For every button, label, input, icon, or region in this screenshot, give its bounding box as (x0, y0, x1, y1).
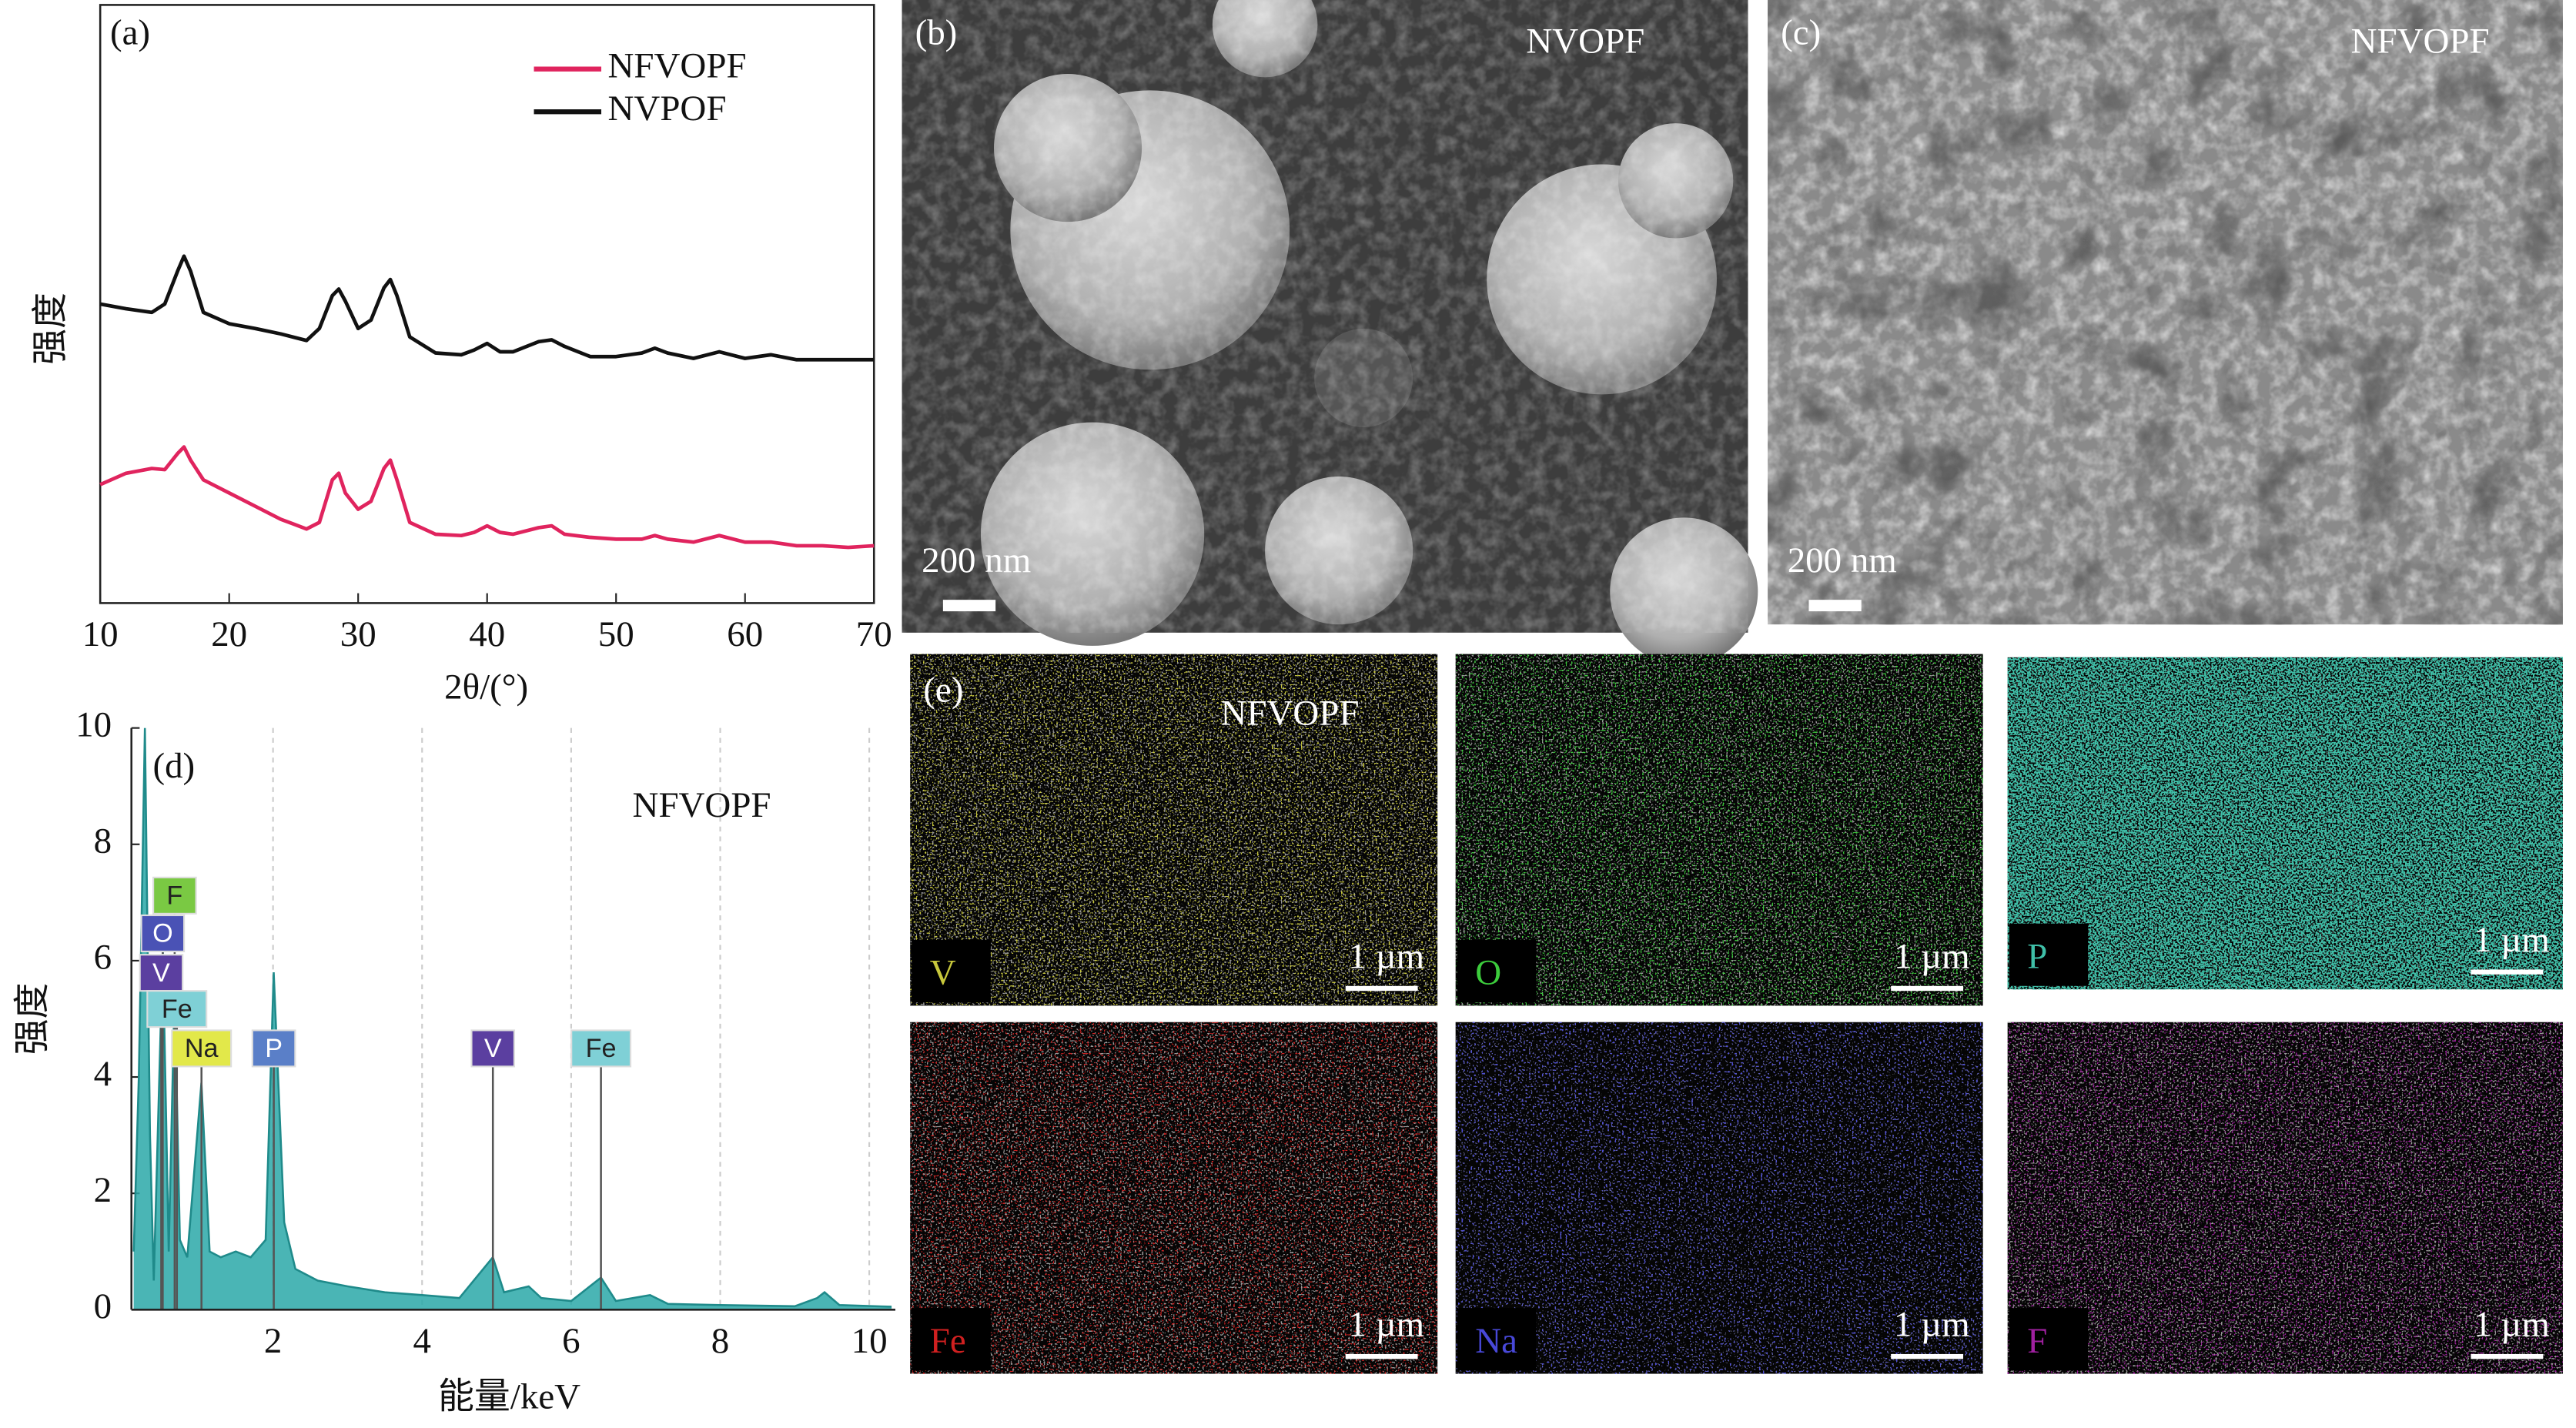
element-box (912, 1308, 991, 1371)
scale-bar (942, 600, 996, 612)
plot-frame (99, 4, 875, 604)
line-series (99, 445, 875, 550)
x-tick-label: 60 (727, 614, 763, 654)
x-axis-label: 能量/keV (438, 1376, 580, 1416)
scale-bar-label: 1 µm (1894, 1305, 1970, 1345)
x-tick-label: 30 (340, 614, 376, 654)
scale-bar-label: 1 µm (2474, 920, 2550, 960)
peak-label: Na (185, 1034, 219, 1063)
line-series (99, 254, 875, 362)
x-tick-label: 4 (413, 1321, 431, 1361)
map-dots (2007, 657, 2563, 990)
scale-bar (1891, 985, 1964, 992)
scale-bar-label: 1 µm (1348, 1305, 1424, 1345)
element-label: Na (1475, 1321, 1517, 1361)
legend-label: NVPOF (608, 89, 727, 129)
y-tick-label: 8 (94, 821, 112, 861)
peak-label: O (152, 919, 173, 948)
x-tick-label: 50 (598, 614, 634, 654)
element-label: P (2027, 936, 2047, 976)
peak-label-box (251, 1029, 296, 1068)
element-box (2009, 1308, 2089, 1371)
x-tick-label: 10 (82, 614, 119, 654)
scale-bar (1891, 1353, 1964, 1359)
map-dots (910, 1022, 1438, 1374)
peak-label-box (140, 914, 186, 953)
sem-texture (902, 0, 1748, 633)
element-box (1457, 1308, 1537, 1371)
element-box (2009, 923, 2089, 986)
y-tick-label: 2 (94, 1170, 112, 1210)
scale-bar (1808, 600, 1862, 612)
peak-label-box (171, 1029, 233, 1068)
scale-bar (2471, 1353, 2544, 1359)
element-label: Fe (930, 1321, 966, 1361)
peak-label: V (484, 1034, 502, 1063)
y-tick-label: 10 (75, 704, 112, 744)
peak-label-box (152, 876, 197, 915)
x-tick-label: 20 (211, 614, 247, 654)
map-dots (1455, 654, 1983, 1006)
x-tick-label: 8 (711, 1321, 729, 1361)
x-tick-label: 10 (851, 1321, 888, 1361)
scale-bar-label: 200 nm (922, 540, 1031, 580)
panel-label: (d) (152, 746, 195, 786)
area-line (132, 727, 892, 1308)
peak-label-box (570, 1029, 632, 1068)
panel-label: (b) (915, 13, 958, 53)
x-tick-label: 6 (562, 1321, 580, 1361)
sem-c (1768, 0, 2563, 625)
panel-label: (a) (110, 13, 150, 53)
element-label: F (2027, 1321, 2047, 1361)
scale-bar-label: 200 nm (1788, 540, 1897, 580)
y-axis-label: 强度 (31, 293, 71, 365)
peak-label: F (166, 881, 182, 911)
sample-label: NVOPF (1526, 21, 1644, 61)
legend-label: NFVOPF (608, 45, 747, 85)
map-dots (910, 654, 1438, 1006)
peak-label: Fe (586, 1034, 617, 1063)
sample-label: NFVOPF (1221, 693, 1360, 733)
x-axis-label: 2θ/(°) (444, 667, 528, 707)
scale-bar-label: 1 µm (1348, 936, 1424, 976)
peak-label: P (265, 1034, 283, 1063)
x-tick-label: 2 (264, 1321, 282, 1361)
peak-label: V (152, 958, 170, 988)
panel-label: (c) (1781, 13, 1821, 53)
y-tick-label: 6 (94, 938, 112, 978)
y-tick-label: 0 (94, 1286, 112, 1326)
scale-bar (1345, 1353, 1418, 1359)
annotation: NFVOPF (633, 785, 771, 825)
map-dots (1455, 1022, 1983, 1374)
element-box (912, 940, 991, 1003)
scale-bar-label: 1 µm (2474, 1305, 2550, 1345)
x-tick-label: 40 (469, 614, 505, 654)
panel-label: (e) (923, 671, 963, 711)
sem-b (902, 0, 1758, 666)
sample-label: NFVOPF (2351, 21, 2490, 61)
scale-bar-label: 1 µm (1894, 936, 1970, 976)
scale-bar (1345, 985, 1418, 992)
scale-bar (2471, 969, 2544, 975)
area-fill (133, 727, 892, 1310)
x-tick-label: 70 (856, 614, 892, 654)
map-dots (2007, 1022, 2563, 1374)
peak-label: Fe (162, 995, 192, 1024)
peak-label-box (146, 990, 208, 1028)
y-axis-label: 强度 (13, 983, 53, 1055)
element-label: O (1475, 953, 1501, 993)
y-tick-label: 4 (94, 1054, 112, 1094)
peak-label-box (470, 1029, 516, 1068)
sem-texture (1768, 0, 2563, 625)
element-label: V (930, 953, 956, 993)
element-box (1457, 940, 1537, 1003)
